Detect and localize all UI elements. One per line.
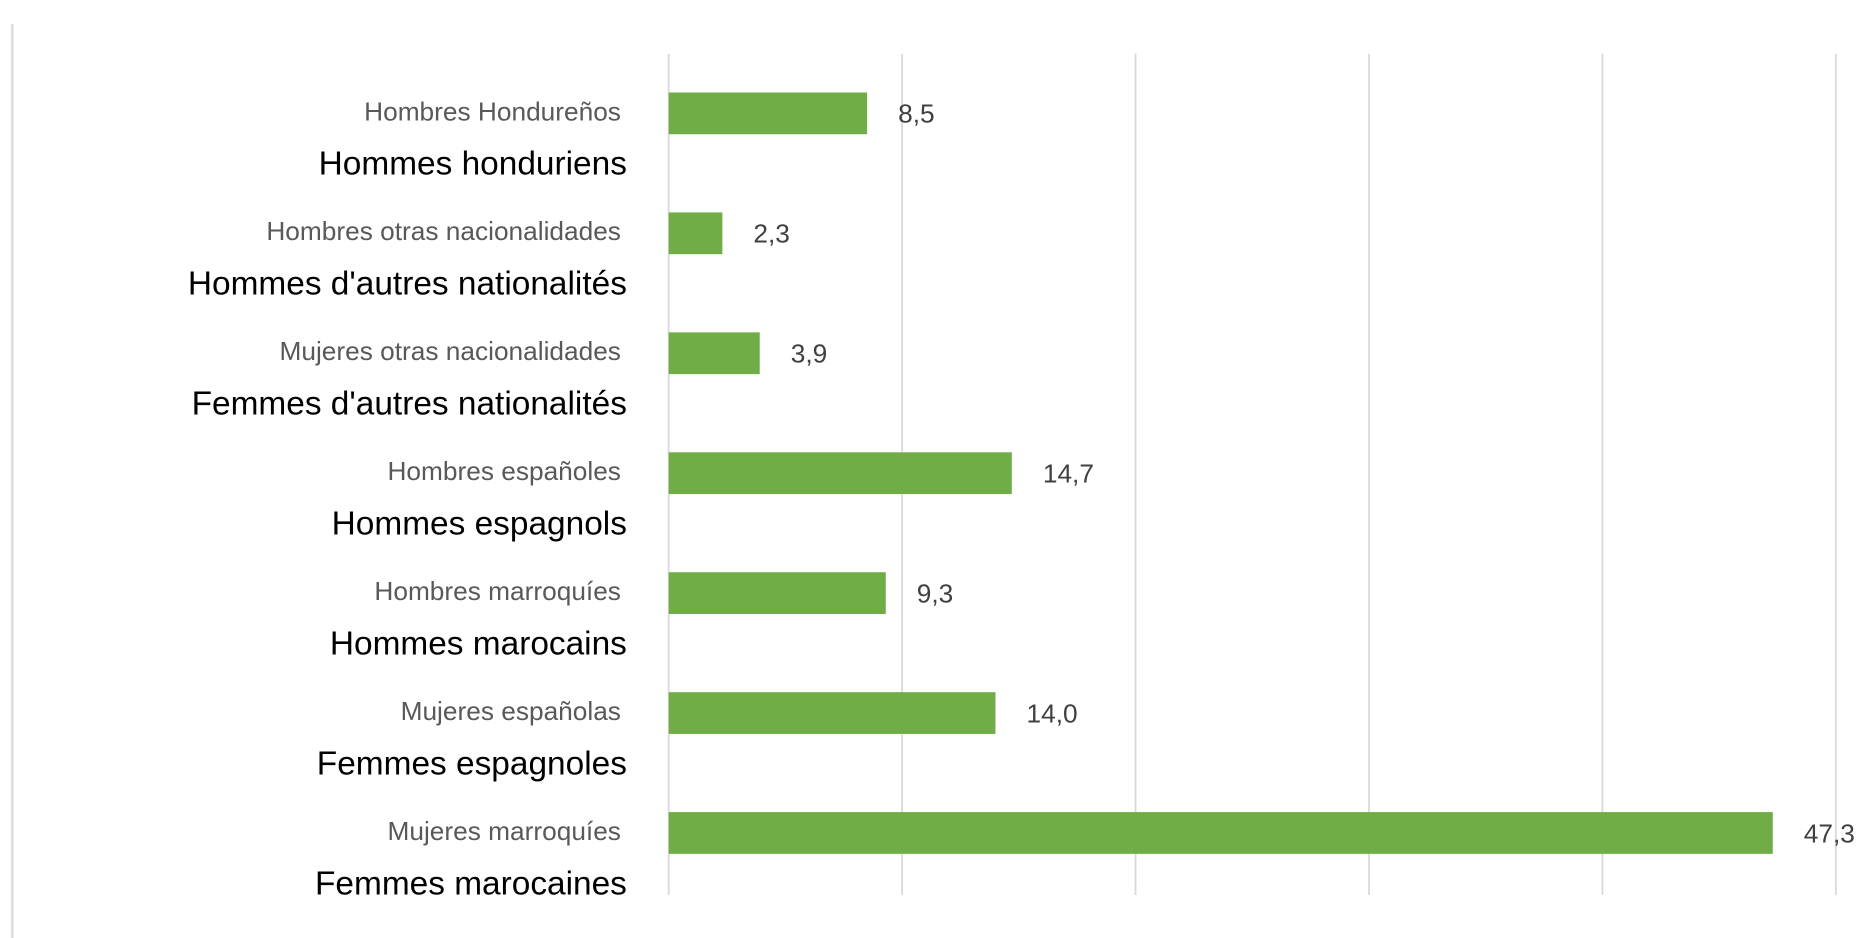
category-label: Hombres españoles [387,456,620,486]
category-label: Mujeres otras nacionalidades [279,336,620,366]
category-translation: Hommes marocains [330,625,627,662]
category-label: Hombres Hondureños [364,96,621,126]
value-label: 9,3 [917,578,954,608]
bar [668,452,1012,495]
value-label: 47,3 [1804,818,1855,848]
bar [668,212,723,255]
value-label: 2,3 [753,219,789,249]
category-translation: Hommes d'autres nationalités [188,266,627,303]
value-label: 14,7 [1043,459,1094,489]
category-translation: Femmes espagnoles [317,745,627,782]
value-label: 3,9 [791,339,828,369]
category-translation: Femmes d'autres nationalités [192,386,627,423]
category-label: Mujeres españolas [401,696,621,726]
category-label: Mujeres marroquíes [388,816,621,846]
category-translation: Hommes espagnols [332,506,627,543]
bar [668,572,886,614]
bar [668,692,996,734]
category-translation: Femmes marocaines [315,865,627,902]
category-translation: Hommes honduriens [319,146,627,183]
bar [668,332,760,375]
category-label: Hombres marroquíes [374,576,621,606]
bar [668,812,1773,854]
bar [668,92,868,135]
value-label: 14,0 [1027,698,1078,728]
value-label: 8,5 [898,99,934,129]
category-label: Hombres otras nacionalidades [266,216,621,246]
